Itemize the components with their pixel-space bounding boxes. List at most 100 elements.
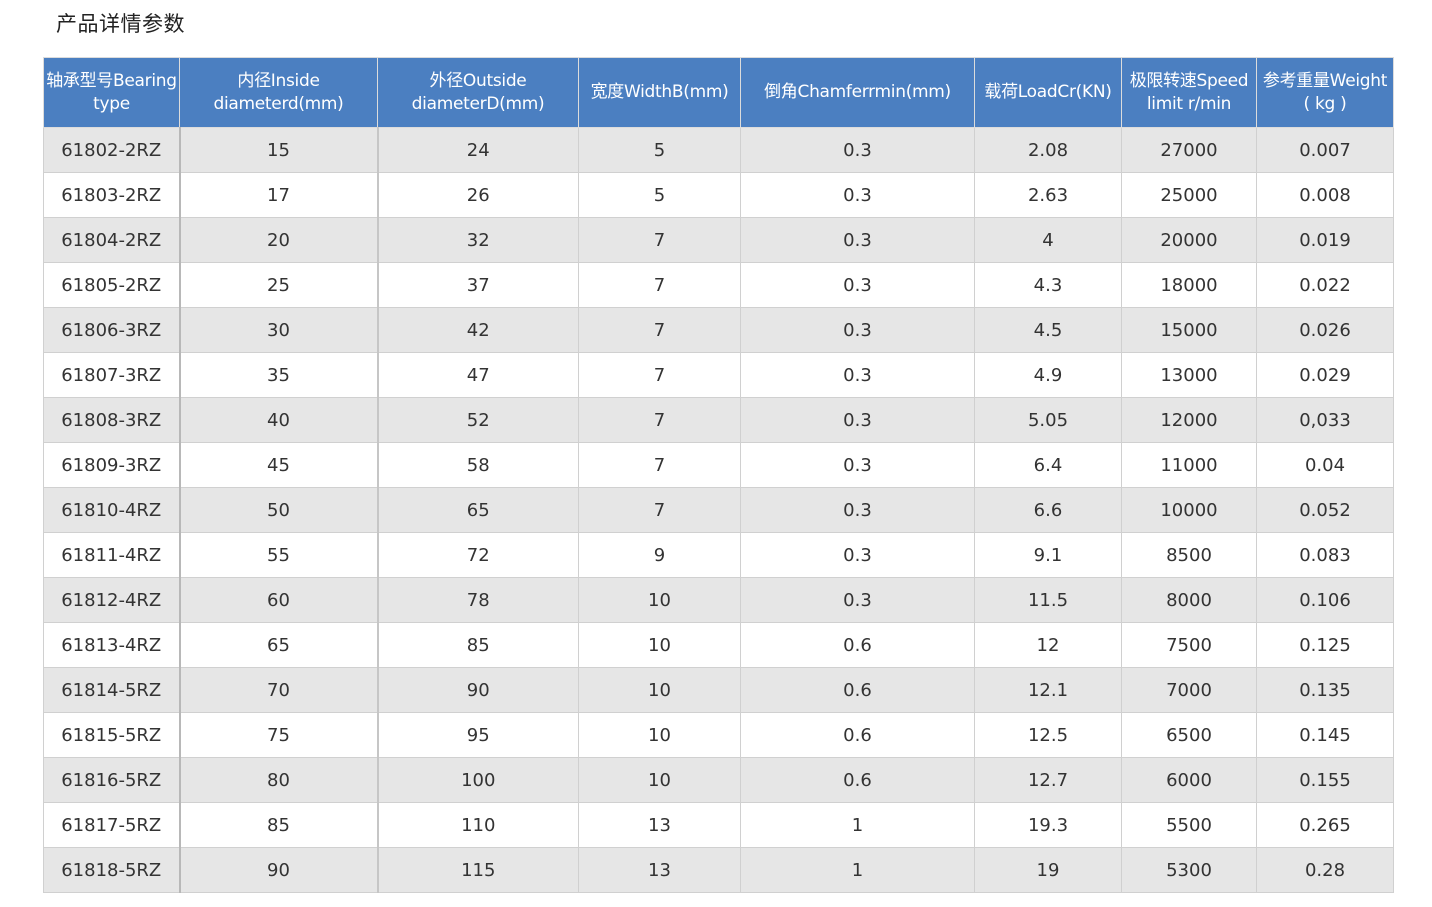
load-cell: 19	[974, 847, 1122, 893]
width-cell: 7	[578, 487, 741, 533]
load-cell: 6.4	[974, 442, 1122, 488]
bearing-type-cell: 61807-3RZ	[43, 352, 181, 398]
outside-diameter-cell: 42	[377, 307, 579, 353]
header-outside-diameter: 外径Outside diameterD(mm)	[377, 57, 579, 128]
speed-limit-cell: 8000	[1121, 577, 1257, 623]
bearing-type-cell: 61815-5RZ	[43, 712, 181, 758]
load-cell: 4.9	[974, 352, 1122, 398]
width-cell: 10	[578, 667, 741, 713]
weight-cell: 0.052	[1256, 487, 1394, 533]
table-row: 61813-4RZ 65 85 10 0.6 12 7500 0.125	[43, 622, 1394, 668]
weight-cell: 0.019	[1256, 217, 1394, 263]
weight-cell: 0.265	[1256, 802, 1394, 848]
width-cell: 13	[578, 802, 741, 848]
table-header-row: 轴承型号Bearing type 内径Inside diameterd(mm) …	[43, 57, 1394, 128]
chamfer-cell: 0.3	[740, 397, 975, 443]
load-cell: 4.3	[974, 262, 1122, 308]
width-cell: 7	[578, 262, 741, 308]
table-row: 61816-5RZ 80 100 10 0.6 12.7 6000 0.155	[43, 757, 1394, 803]
speed-limit-cell: 13000	[1121, 352, 1257, 398]
load-cell: 12.5	[974, 712, 1122, 758]
bearing-type-cell: 61809-3RZ	[43, 442, 181, 488]
header-width: 宽度WidthB(mm)	[578, 57, 741, 128]
table-body: 61802-2RZ 15 24 5 0.3 2.08 27000 0.007 61803-2RZ…	[43, 127, 1394, 893]
bearing-type-cell: 61813-4RZ	[43, 622, 181, 668]
bearing-type-cell: 61818-5RZ	[43, 847, 181, 893]
bearing-type-cell: 61810-4RZ	[43, 487, 181, 533]
width-cell: 5	[578, 127, 741, 173]
bearing-type-cell: 61804-2RZ	[43, 217, 181, 263]
outside-diameter-cell: 110	[377, 802, 579, 848]
speed-limit-cell: 7500	[1121, 622, 1257, 668]
chamfer-cell: 1	[740, 847, 975, 893]
outside-diameter-cell: 100	[377, 757, 579, 803]
table-row: 61802-2RZ 15 24 5 0.3 2.08 27000 0.007	[43, 127, 1394, 173]
inside-diameter-cell: 70	[179, 667, 379, 713]
weight-cell: 0.022	[1256, 262, 1394, 308]
outside-diameter-cell: 90	[377, 667, 579, 713]
chamfer-cell: 0.3	[740, 532, 975, 578]
bearing-type-cell: 61811-4RZ	[43, 532, 181, 578]
product-spec-table: 轴承型号Bearing type 内径Inside diameterd(mm) …	[43, 57, 1394, 893]
width-cell: 5	[578, 172, 741, 218]
speed-limit-cell: 5500	[1121, 802, 1257, 848]
outside-diameter-cell: 52	[377, 397, 579, 443]
inside-diameter-cell: 35	[179, 352, 379, 398]
speed-limit-cell: 20000	[1121, 217, 1257, 263]
load-cell: 6.6	[974, 487, 1122, 533]
chamfer-cell: 0.3	[740, 487, 975, 533]
width-cell: 10	[578, 757, 741, 803]
speed-limit-cell: 10000	[1121, 487, 1257, 533]
bearing-type-cell: 61816-5RZ	[43, 757, 181, 803]
header-load: 载荷LoadCr(KN)	[974, 57, 1122, 128]
outside-diameter-cell: 26	[377, 172, 579, 218]
bearing-type-cell: 61806-3RZ	[43, 307, 181, 353]
width-cell: 7	[578, 307, 741, 353]
inside-diameter-cell: 60	[179, 577, 379, 623]
width-cell: 10	[578, 622, 741, 668]
inside-diameter-cell: 20	[179, 217, 379, 263]
chamfer-cell: 0.3	[740, 172, 975, 218]
outside-diameter-cell: 65	[377, 487, 579, 533]
table-row: 61809-3RZ 45 58 7 0.3 6.4 11000 0.04	[43, 442, 1394, 488]
table-row: 61808-3RZ 40 52 7 0.3 5.05 12000 0,033	[43, 397, 1394, 443]
inside-diameter-cell: 45	[179, 442, 379, 488]
weight-cell: 0.145	[1256, 712, 1394, 758]
load-cell: 4	[974, 217, 1122, 263]
weight-cell: 0.008	[1256, 172, 1394, 218]
header-chamfer: 倒角Chamferrmin(mm)	[740, 57, 975, 128]
bearing-type-cell: 61802-2RZ	[43, 127, 181, 173]
load-cell: 9.1	[974, 532, 1122, 578]
table-row: 61805-2RZ 25 37 7 0.3 4.3 18000 0.022	[43, 262, 1394, 308]
outside-diameter-cell: 24	[377, 127, 579, 173]
inside-diameter-cell: 15	[179, 127, 379, 173]
table-row: 61812-4RZ 60 78 10 0.3 11.5 8000 0.106	[43, 577, 1394, 623]
weight-cell: 0.106	[1256, 577, 1394, 623]
table-row: 61807-3RZ 35 47 7 0.3 4.9 13000 0.029	[43, 352, 1394, 398]
weight-cell: 0.029	[1256, 352, 1394, 398]
width-cell: 7	[578, 397, 741, 443]
inside-diameter-cell: 30	[179, 307, 379, 353]
chamfer-cell: 0.3	[740, 577, 975, 623]
width-cell: 10	[578, 712, 741, 758]
bearing-type-cell: 61808-3RZ	[43, 397, 181, 443]
table-row: 61818-5RZ 90 115 13 1 19 5300 0.28	[43, 847, 1394, 893]
speed-limit-cell: 5300	[1121, 847, 1257, 893]
bearing-type-cell: 61803-2RZ	[43, 172, 181, 218]
inside-diameter-cell: 17	[179, 172, 379, 218]
weight-cell: 0.135	[1256, 667, 1394, 713]
inside-diameter-cell: 25	[179, 262, 379, 308]
weight-cell: 0.125	[1256, 622, 1394, 668]
weight-cell: 0,033	[1256, 397, 1394, 443]
chamfer-cell: 0.3	[740, 442, 975, 488]
table-row: 61814-5RZ 70 90 10 0.6 12.1 7000 0.135	[43, 667, 1394, 713]
chamfer-cell: 0.6	[740, 757, 975, 803]
chamfer-cell: 0.3	[740, 127, 975, 173]
speed-limit-cell: 6000	[1121, 757, 1257, 803]
speed-limit-cell: 27000	[1121, 127, 1257, 173]
bearing-type-cell: 61812-4RZ	[43, 577, 181, 623]
outside-diameter-cell: 47	[377, 352, 579, 398]
speed-limit-cell: 11000	[1121, 442, 1257, 488]
load-cell: 2.08	[974, 127, 1122, 173]
chamfer-cell: 1	[740, 802, 975, 848]
